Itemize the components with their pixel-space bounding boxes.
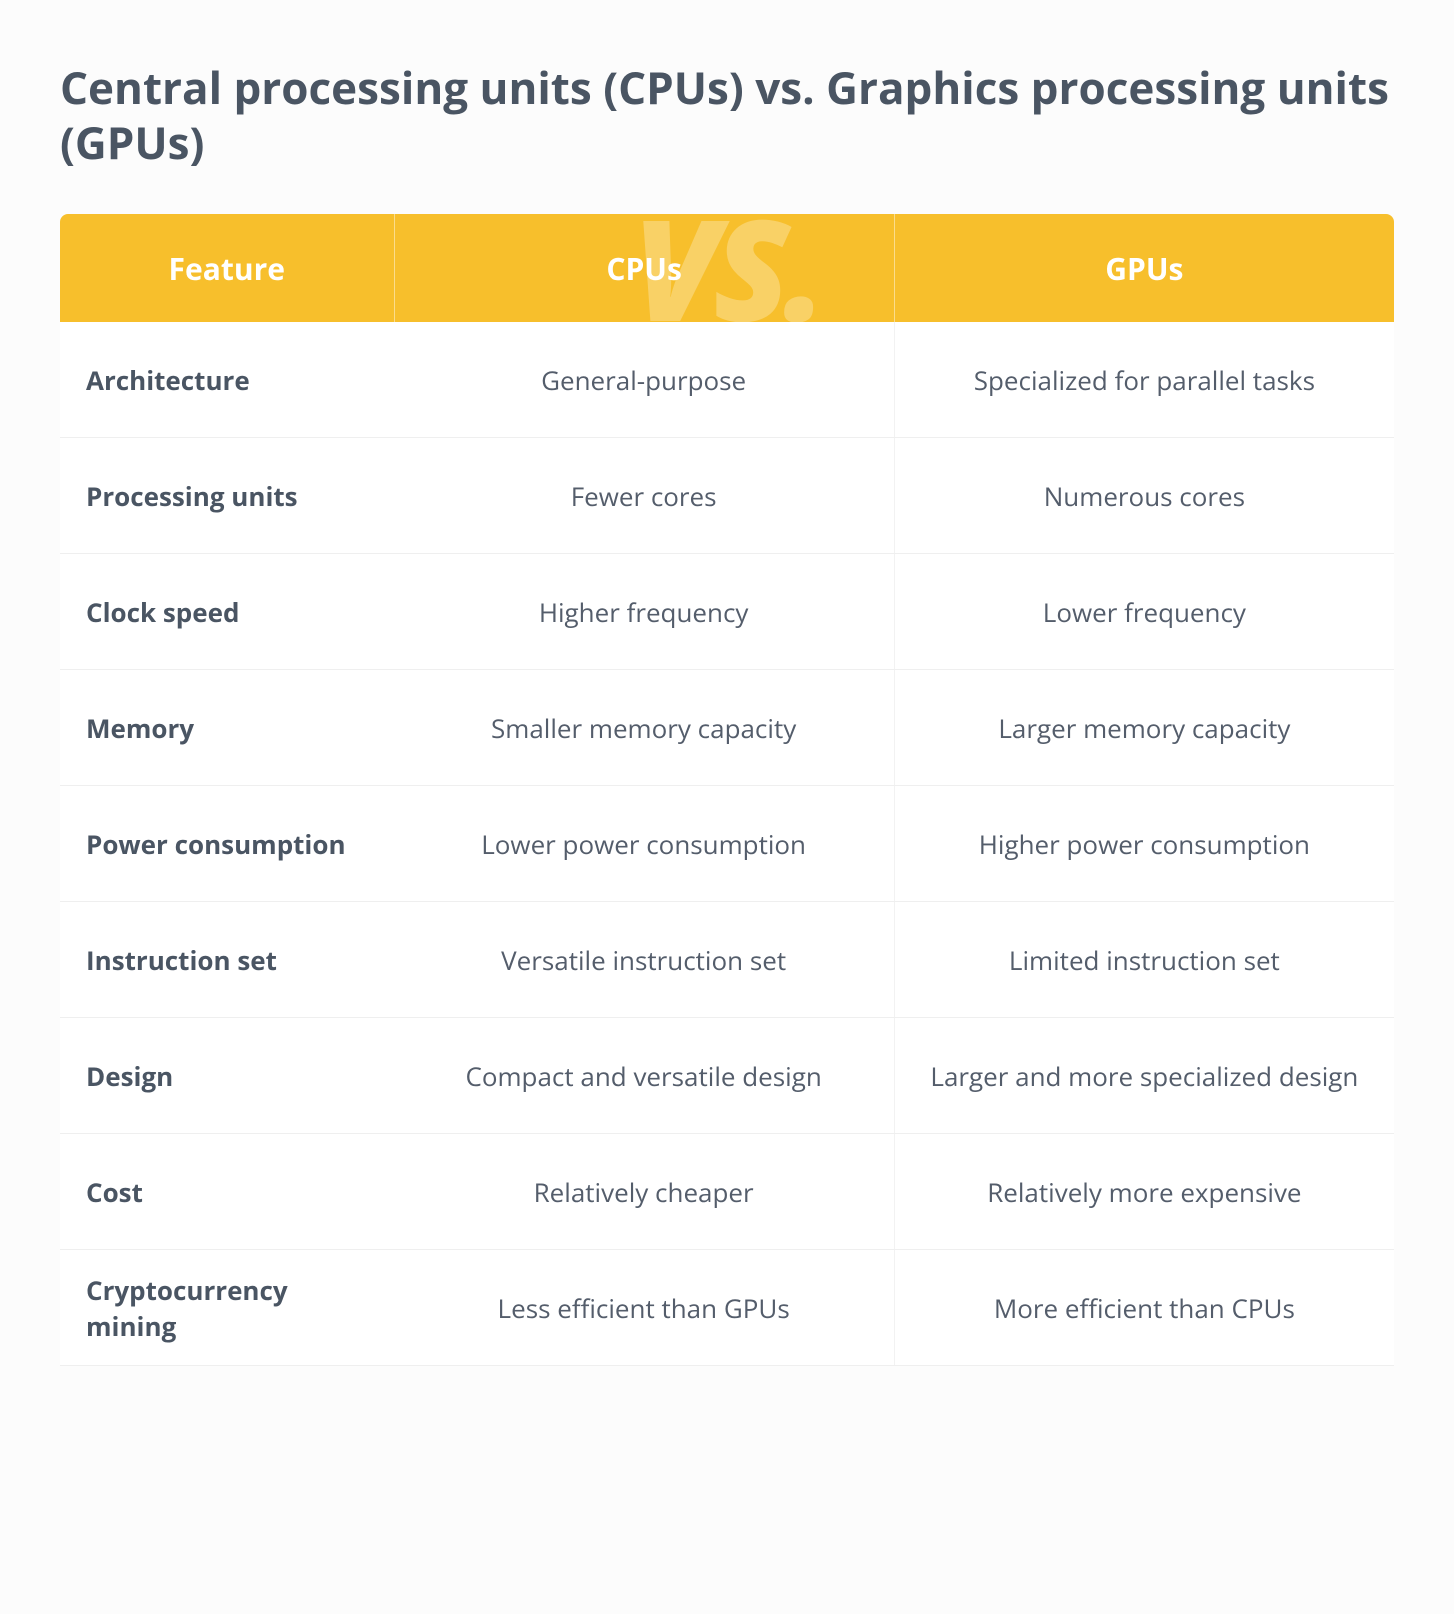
gpu-cell: Higher power consumption [894,786,1394,901]
table-row: Instruction set Versatile instruction se… [60,902,1394,1018]
gpu-cell: Larger memory capacity [894,670,1394,785]
table-row: Processing units Fewer cores Numerous co… [60,438,1394,554]
table-row: Memory Smaller memory capacity Larger me… [60,670,1394,786]
page: Central processing units (CPUs) vs. Grap… [0,0,1454,1366]
table-header-row: VS. Feature CPUs GPUs [60,214,1394,322]
column-header-gpus: GPUs [894,214,1394,322]
feature-cell: Processing units [60,438,394,553]
feature-cell: Clock speed [60,554,394,669]
feature-cell: Cost [60,1134,394,1249]
column-header-feature: Feature [60,214,394,322]
gpu-cell: Lower frequency [894,554,1394,669]
table-body: Architecture General-purpose Specialized… [60,322,1394,1366]
cpu-cell: Smaller memory capacity [394,670,894,785]
cpu-cell: Less efficient than GPUs [394,1250,894,1365]
cpu-cell: Relatively cheaper [394,1134,894,1249]
gpu-cell: Specialized for parallel tasks [894,322,1394,437]
feature-cell: Instruction set [60,902,394,1017]
feature-cell: Memory [60,670,394,785]
comparison-table: VS. Feature CPUs GPUs Architecture Gener… [60,214,1394,1366]
table-row: Architecture General-purpose Specialized… [60,322,1394,438]
table-row: Clock speed Higher frequency Lower frequ… [60,554,1394,670]
table-row: Cryptocurrency mining Less efficient tha… [60,1250,1394,1366]
table-row: Cost Relatively cheaper Relatively more … [60,1134,1394,1250]
gpu-cell: Limited instruction set [894,902,1394,1017]
table-row: Power consumption Lower power consumptio… [60,786,1394,902]
gpu-cell: Larger and more specialized design [894,1018,1394,1133]
column-header-cpus: CPUs [394,214,894,322]
gpu-cell: More efficient than CPUs [894,1250,1394,1365]
feature-cell: Architecture [60,322,394,437]
feature-cell: Power consumption [60,786,394,901]
page-title: Central processing units (CPUs) vs. Grap… [60,60,1394,170]
feature-cell: Cryptocurrency mining [60,1250,394,1365]
feature-cell: Design [60,1018,394,1133]
cpu-cell: General-purpose [394,322,894,437]
cpu-cell: Versatile instruction set [394,902,894,1017]
table-row: Design Compact and versatile design Larg… [60,1018,1394,1134]
cpu-cell: Lower power consumption [394,786,894,901]
gpu-cell: Relatively more expensive [894,1134,1394,1249]
cpu-cell: Higher frequency [394,554,894,669]
gpu-cell: Numerous cores [894,438,1394,553]
cpu-cell: Compact and versatile design [394,1018,894,1133]
cpu-cell: Fewer cores [394,438,894,553]
